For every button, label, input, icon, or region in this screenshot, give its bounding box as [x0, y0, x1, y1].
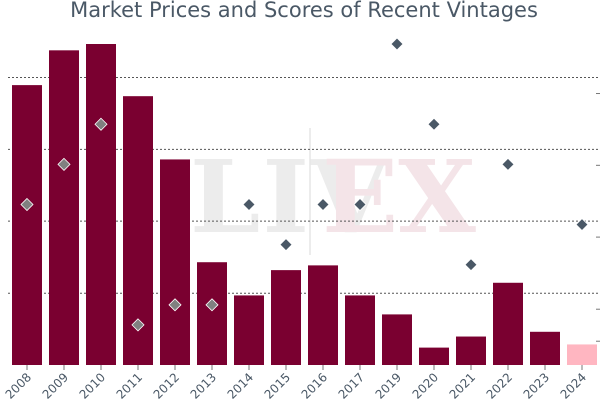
score-marker	[501, 157, 515, 171]
score-marker	[20, 197, 34, 212]
score-marker	[205, 298, 219, 312]
score-marker	[242, 197, 256, 212]
watermark-text: LIV	[190, 138, 391, 256]
bar	[49, 50, 79, 365]
score-marker	[464, 258, 478, 272]
bar	[382, 314, 412, 365]
score-marker	[131, 318, 145, 332]
score-marker	[575, 217, 589, 232]
bar	[271, 270, 301, 365]
bar	[419, 347, 449, 365]
score-marker	[353, 197, 367, 212]
bar	[345, 295, 375, 365]
watermark-text-ex: EX	[322, 138, 476, 256]
score-markers-series	[20, 37, 589, 332]
bar	[160, 159, 190, 365]
bar	[197, 262, 227, 365]
bar	[86, 44, 116, 365]
bar	[234, 295, 264, 365]
bar	[456, 336, 486, 365]
bar	[530, 331, 560, 365]
score-marker	[57, 157, 71, 171]
bar	[308, 265, 338, 365]
score-marker	[94, 117, 108, 131]
bars-series	[12, 44, 597, 366]
score-marker	[316, 197, 330, 212]
score-marker	[168, 298, 182, 312]
bar	[493, 282, 523, 365]
chart-title: Market Prices and Scores of Recent Vinta…	[70, 0, 538, 22]
score-marker	[427, 117, 441, 131]
score-marker	[390, 37, 404, 51]
watermark: LIV EX	[190, 128, 476, 256]
bar	[567, 344, 597, 365]
bar	[12, 85, 42, 365]
score-marker	[279, 238, 293, 252]
